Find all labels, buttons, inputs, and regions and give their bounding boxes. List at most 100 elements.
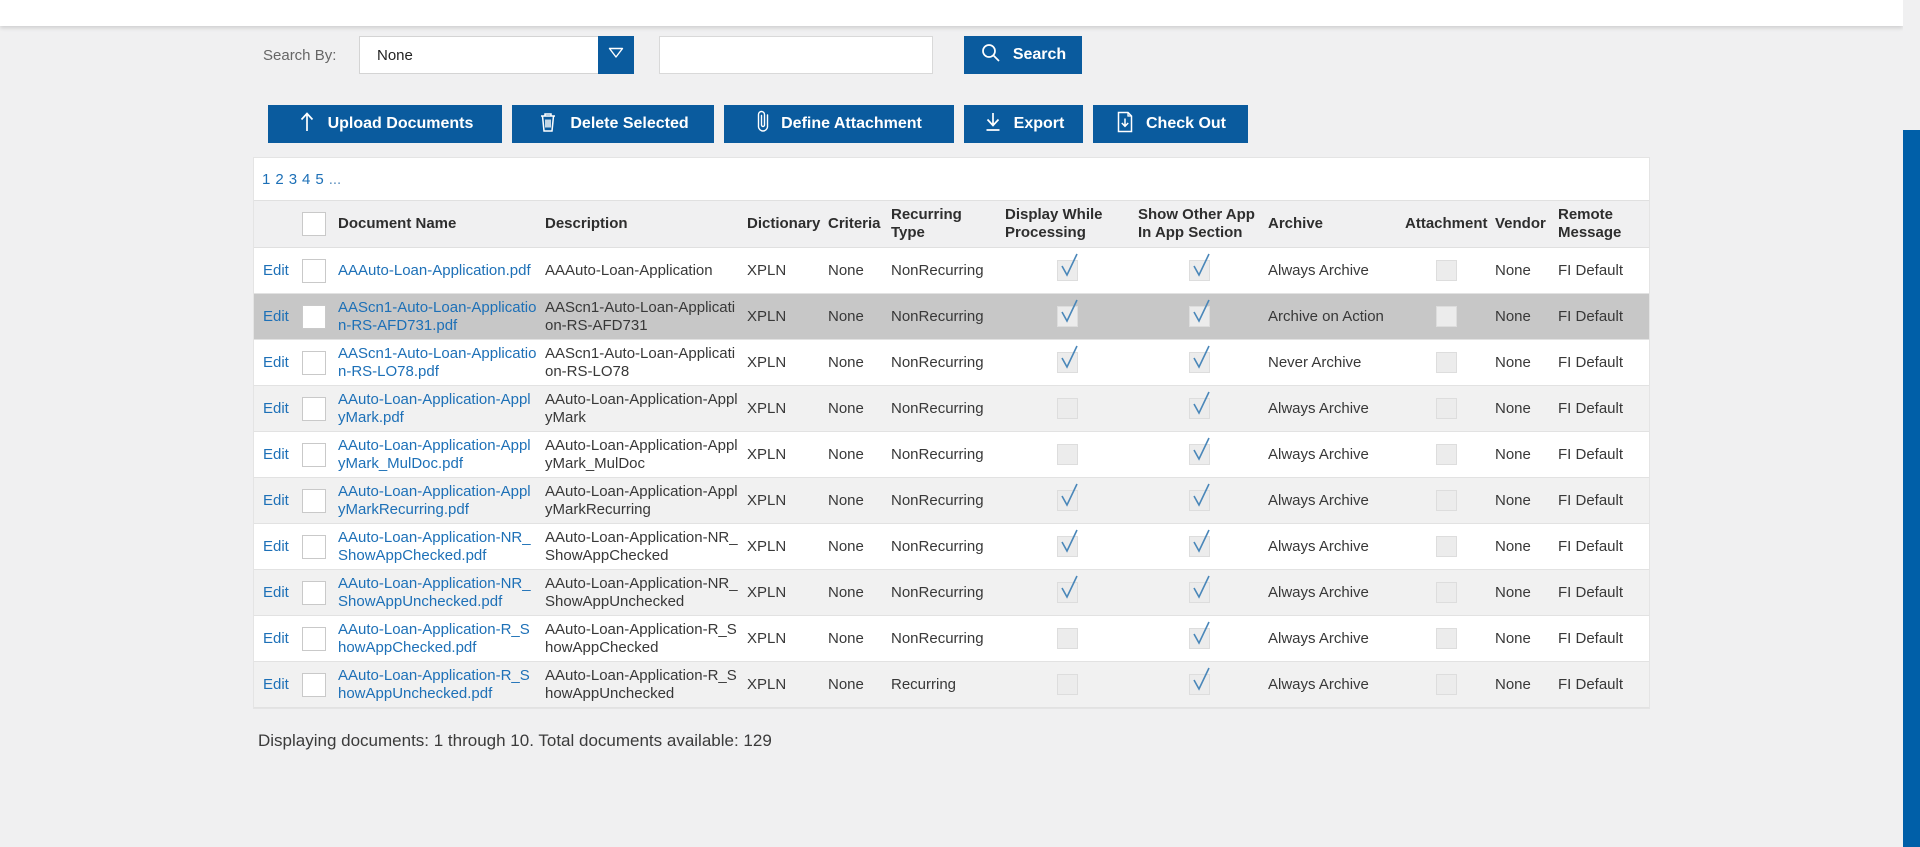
- archive-cell: Always Archive: [1264, 431, 1401, 478]
- row-checkbox[interactable]: [302, 672, 326, 697]
- vendor-cell: None: [1491, 523, 1554, 570]
- page-link-5[interactable]: 5: [315, 171, 324, 188]
- document-name-link[interactable]: AAuto-Loan-Application-NR_ShowAppChecked…: [338, 528, 531, 564]
- document-name-link[interactable]: AAuto-Loan-Application-ApplyMark_MulDoc.…: [338, 436, 531, 472]
- documents-panel: 1 2 3 4 5... Document Name Description Dicti…: [253, 157, 1650, 709]
- display-while-processing-checkbox[interactable]: [1057, 398, 1078, 419]
- attachment-checkbox[interactable]: [1435, 536, 1457, 557]
- remote-message-cell: FI Default: [1554, 247, 1649, 294]
- attachment-checkbox[interactable]: [1435, 490, 1457, 511]
- display-while-processing-checkbox[interactable]: [1057, 529, 1078, 557]
- display-while-processing-checkbox[interactable]: [1057, 299, 1078, 327]
- attachment-checkbox[interactable]: [1435, 260, 1457, 281]
- page-link-more[interactable]: ...: [328, 171, 342, 188]
- header-show-other-app: Show Other App In App Section: [1134, 200, 1264, 248]
- display-while-processing-checkbox[interactable]: [1057, 674, 1078, 695]
- search-button[interactable]: Search: [964, 36, 1082, 74]
- recurring-type-cell: NonRecurring: [887, 431, 1001, 478]
- description-cell: AAuto-Loan-Application-R_ShowAppUnchecke…: [541, 661, 743, 708]
- row-checkbox[interactable]: [302, 488, 326, 513]
- show-other-app-checkbox[interactable]: [1188, 483, 1210, 511]
- remote-message-cell: FI Default: [1554, 615, 1649, 662]
- document-name-link[interactable]: AAuto-Loan-Application-NR_ShowAppUncheck…: [338, 574, 531, 610]
- edit-link[interactable]: Edit: [263, 445, 289, 463]
- vendor-cell: None: [1491, 615, 1554, 662]
- row-checkbox[interactable]: [302, 304, 326, 329]
- display-while-processing-checkbox[interactable]: [1057, 253, 1078, 281]
- document-name-link[interactable]: AAuto-Loan-Application-ApplyMark.pdf: [338, 390, 531, 426]
- page-link-3[interactable]: 3: [288, 171, 298, 188]
- table-row: Edit AAuto-Loan-Application-ApplyMark_Mu…: [254, 431, 1649, 478]
- row-checkbox[interactable]: [302, 258, 326, 283]
- upload-documents-label: Upload Documents: [327, 115, 474, 132]
- recurring-type-cell: NonRecurring: [887, 523, 1001, 570]
- criteria-cell: None: [824, 569, 887, 616]
- show-other-app-checkbox[interactable]: [1188, 667, 1210, 695]
- table-body: Edit AAAuto-Loan-Application.pdf AAAuto-…: [254, 247, 1649, 708]
- export-button[interactable]: Export: [964, 105, 1083, 143]
- define-attachment-button[interactable]: Define Attachment: [724, 105, 954, 143]
- edit-link[interactable]: Edit: [263, 399, 289, 417]
- description-cell: AAScn1-Auto-Loan-Application-RS-LO78: [541, 339, 743, 386]
- edit-link[interactable]: Edit: [263, 307, 289, 325]
- recurring-type-cell: NonRecurring: [887, 615, 1001, 662]
- show-other-app-checkbox[interactable]: [1188, 621, 1210, 649]
- document-name-link[interactable]: AAuto-Loan-Application-ApplyMarkRecurrin…: [338, 482, 531, 518]
- display-while-processing-checkbox[interactable]: [1057, 575, 1078, 603]
- row-checkbox[interactable]: [302, 396, 326, 421]
- display-while-processing-checkbox[interactable]: [1057, 628, 1078, 649]
- table-row: Edit AAScn1-Auto-Loan-Application-RS-AFD…: [254, 293, 1649, 340]
- edit-link[interactable]: Edit: [263, 537, 289, 555]
- edit-link[interactable]: Edit: [263, 675, 289, 693]
- edit-link[interactable]: Edit: [263, 261, 289, 279]
- attachment-checkbox[interactable]: [1435, 306, 1457, 327]
- page-link-2[interactable]: 2: [275, 171, 284, 188]
- attachment-checkbox[interactable]: [1435, 628, 1457, 649]
- show-other-app-checkbox[interactable]: [1188, 575, 1210, 603]
- description-cell: AAuto-Loan-Application-ApplyMark: [541, 385, 743, 432]
- row-checkbox[interactable]: [302, 350, 326, 375]
- document-name-link[interactable]: AAuto-Loan-Application-R_ShowAppChecked.…: [338, 620, 530, 656]
- page-link-1[interactable]: 1: [262, 171, 271, 188]
- document-name-link[interactable]: AAAuto-Loan-Application.pdf: [338, 261, 531, 279]
- search-by-dropdown[interactable]: None: [359, 36, 634, 74]
- display-while-processing-checkbox[interactable]: [1057, 444, 1078, 465]
- display-while-processing-checkbox[interactable]: [1057, 345, 1078, 373]
- check-out-button[interactable]: Check Out: [1093, 105, 1248, 143]
- show-other-app-checkbox[interactable]: [1188, 529, 1210, 557]
- edit-link[interactable]: Edit: [263, 491, 289, 509]
- show-other-app-checkbox[interactable]: [1188, 345, 1210, 373]
- show-other-app-checkbox[interactable]: [1188, 437, 1210, 465]
- document-name-link[interactable]: AAScn1-Auto-Loan-Application-RS-AFD731.p…: [338, 298, 537, 334]
- top-bar: [0, 0, 1903, 26]
- attachment-checkbox[interactable]: [1435, 444, 1457, 465]
- download-icon: [983, 110, 1003, 139]
- search-by-label: Search By:: [263, 46, 337, 64]
- row-checkbox[interactable]: [302, 442, 326, 467]
- show-other-app-checkbox[interactable]: [1188, 299, 1210, 327]
- page-link-4[interactable]: 4: [302, 171, 311, 188]
- attachment-checkbox[interactable]: [1435, 398, 1457, 419]
- show-other-app-checkbox[interactable]: [1188, 253, 1210, 281]
- row-checkbox[interactable]: [302, 626, 326, 651]
- attachment-checkbox[interactable]: [1435, 674, 1457, 695]
- scrollbar-thumb[interactable]: [1903, 130, 1920, 847]
- edit-link[interactable]: Edit: [263, 583, 289, 601]
- delete-selected-button[interactable]: Delete Selected: [512, 105, 714, 143]
- select-all-checkbox[interactable]: [302, 212, 326, 236]
- row-checkbox[interactable]: [302, 534, 326, 559]
- display-while-processing-checkbox[interactable]: [1057, 483, 1078, 511]
- row-checkbox[interactable]: [302, 580, 326, 605]
- show-other-app-checkbox[interactable]: [1188, 391, 1210, 419]
- document-name-link[interactable]: AAScn1-Auto-Loan-Application-RS-LO78.pdf: [338, 344, 537, 380]
- document-name-link[interactable]: AAuto-Loan-Application-R_ShowAppUnchecke…: [338, 666, 530, 702]
- attachment-checkbox[interactable]: [1435, 352, 1457, 373]
- dropdown-toggle-button[interactable]: [598, 36, 634, 74]
- check-out-label: Check Out: [1145, 115, 1226, 132]
- vendor-cell: None: [1491, 569, 1554, 616]
- attachment-checkbox[interactable]: [1435, 582, 1457, 603]
- edit-link[interactable]: Edit: [263, 353, 289, 371]
- upload-documents-button[interactable]: Upload Documents: [268, 105, 502, 143]
- edit-link[interactable]: Edit: [263, 629, 289, 647]
- search-input[interactable]: [659, 36, 933, 74]
